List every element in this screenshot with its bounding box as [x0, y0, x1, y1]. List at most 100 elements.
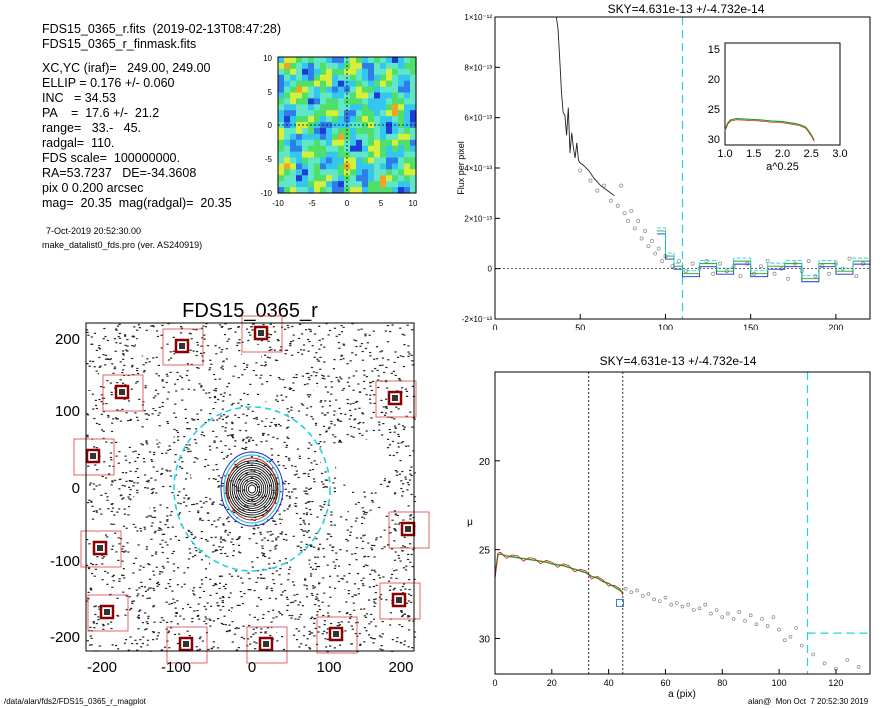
- noise-speck: [238, 349, 241, 352]
- noise-speck: [365, 613, 368, 615]
- heat-cell: [308, 62, 315, 70]
- noise-speck: [253, 641, 256, 643]
- residual-xtick: 5: [379, 199, 384, 208]
- noise-speck: [214, 378, 217, 380]
- noise-speck: [224, 529, 227, 531]
- heat-cell: [380, 151, 387, 159]
- noise-speck: [124, 550, 127, 552]
- heat-cell: [362, 80, 369, 88]
- noise-speck: [305, 507, 308, 509]
- heat-cell: [374, 145, 381, 153]
- mask-blob: [377, 557, 393, 573]
- galaxy-ytick: 100: [55, 403, 80, 420]
- noise-speck: [323, 623, 326, 626]
- noise-speck: [305, 543, 308, 545]
- noise-speck: [287, 437, 290, 440]
- noise-speck: [303, 490, 306, 492]
- noise-speck: [143, 461, 146, 463]
- noise-speck: [354, 401, 358, 403]
- noise-speck: [142, 566, 145, 568]
- heat-cell: [392, 74, 399, 82]
- noise-speck: [202, 352, 206, 354]
- noise-speck: [111, 644, 114, 646]
- noise-speck: [139, 609, 142, 611]
- noise-speck: [280, 531, 284, 533]
- noise-speck: [318, 339, 321, 341]
- heat-cell: [398, 86, 405, 94]
- noise-speck: [255, 459, 258, 462]
- heat-cell: [314, 151, 321, 159]
- heat-cell: [338, 57, 345, 64]
- noise-speck: [352, 389, 355, 391]
- heat-cell: [302, 80, 309, 88]
- noise-speck: [156, 581, 160, 583]
- noise-speck: [164, 541, 167, 543]
- noise-speck: [354, 503, 358, 505]
- noise-speck: [316, 556, 319, 558]
- noise-speck: [242, 625, 245, 627]
- flux-ytick-label: 0: [488, 265, 493, 274]
- noise-speck: [271, 533, 274, 535]
- noise-speck: [122, 497, 125, 499]
- noise-speck: [384, 330, 387, 332]
- noise-speck: [188, 634, 191, 637]
- heat-cell: [308, 145, 315, 153]
- noise-speck: [135, 589, 138, 591]
- noise-speck: [289, 345, 292, 347]
- noise-speck: [303, 626, 306, 628]
- noise-speck: [286, 508, 289, 510]
- heat-cell: [368, 80, 375, 88]
- noise-speck: [369, 351, 372, 354]
- galaxy-masks: [73, 315, 430, 664]
- heat-cell: [380, 169, 387, 176]
- noise-speck: [122, 574, 125, 577]
- noise-speck: [269, 634, 272, 637]
- noise-speck: [296, 448, 300, 450]
- heat-cell: [296, 145, 303, 153]
- heat-cell: [326, 110, 333, 117]
- galaxy-panel: FDS15_0365_r 200 100 0 -100 -200 -200 -1…: [50, 300, 430, 676]
- noise-speck: [379, 483, 383, 485]
- noise-speck: [333, 487, 336, 489]
- noise-speck: [169, 371, 172, 374]
- noise-speck: [308, 559, 311, 561]
- noise-speck: [102, 411, 106, 413]
- noise-speck: [212, 408, 215, 410]
- heat-cell: [368, 163, 375, 170]
- noise-speck: [353, 609, 356, 611]
- noise-speck: [138, 587, 141, 589]
- heat-cell: [332, 98, 339, 105]
- mu-profile-green: [494, 553, 624, 593]
- noise-speck: [197, 649, 200, 651]
- heat-cell: [326, 163, 333, 170]
- noise-speck: [166, 519, 169, 521]
- noise-speck: [197, 510, 200, 512]
- noise-speck: [95, 447, 98, 449]
- noise-speck: [169, 351, 172, 353]
- noise-speck: [332, 561, 335, 563]
- noise-speck: [195, 550, 198, 552]
- noise-speck: [376, 369, 379, 372]
- noise-speck: [118, 543, 121, 545]
- heat-cell: [344, 127, 351, 135]
- heat-cell: [374, 98, 381, 105]
- noise-speck: [176, 584, 180, 586]
- noise-speck: [91, 518, 95, 520]
- noise-speck: [389, 431, 392, 434]
- noise-speck: [176, 378, 179, 381]
- isophote: [225, 460, 279, 518]
- inset-ytick-label: 30: [708, 134, 720, 146]
- noise-speck: [361, 359, 364, 361]
- heat-cell: [326, 127, 333, 135]
- noise-speck: [124, 335, 127, 337]
- noise-speck: [216, 618, 220, 620]
- noise-speck: [152, 357, 155, 359]
- heat-cell: [338, 157, 345, 165]
- noise-speck: [410, 466, 413, 468]
- noise-speck: [110, 430, 114, 433]
- noise-speck: [187, 497, 191, 499]
- noise-speck: [308, 328, 311, 330]
- noise-speck: [86, 640, 89, 642]
- noise-speck: [285, 596, 288, 598]
- heat-cell: [380, 98, 387, 105]
